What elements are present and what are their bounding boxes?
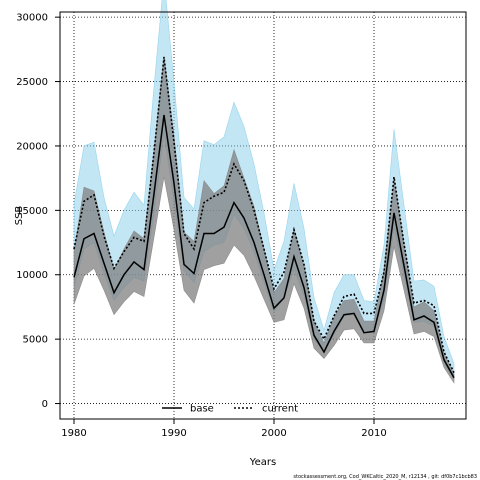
y-axis-ticks: 0 5000 10000 15000 20000 25000 30000 [16,13,60,410]
y-tick-label-15000: 15000 [16,206,48,217]
legend: base current [162,404,298,415]
band-current [73,0,455,381]
plot-frame [59,11,467,420]
x-tick-label-1980: 1980 [61,428,86,439]
x-tick-label-2000: 2000 [261,428,286,439]
x-tick-label-1990: 1990 [161,428,186,439]
series-line-base [73,114,455,379]
x-axis-ticks: 1980 1990 2000 2010 [61,419,387,439]
x-tick-label-2010: 2010 [361,428,386,439]
y-tick-label-30000: 30000 [16,13,48,24]
legend-label-base: base [190,404,214,415]
y-tick-label-25000: 25000 [16,77,48,88]
confidence-bands [73,0,455,384]
grid-lines [60,12,466,419]
y-tick-label-0: 0 [42,399,48,410]
series-line-current [73,57,455,373]
band-base [73,55,455,384]
y-tick-label-10000: 10000 [16,270,48,281]
legend-label-current: current [262,404,298,415]
x-axis-label: Years [249,457,276,468]
series-lines [73,57,455,379]
y-tick-label-5000: 5000 [23,335,48,346]
y-tick-label-20000: 20000 [16,141,48,152]
y-axis-label: SSB [14,206,25,226]
footnote: stockassessment.org, Cod_WKCaltic_2020_M… [293,474,477,480]
